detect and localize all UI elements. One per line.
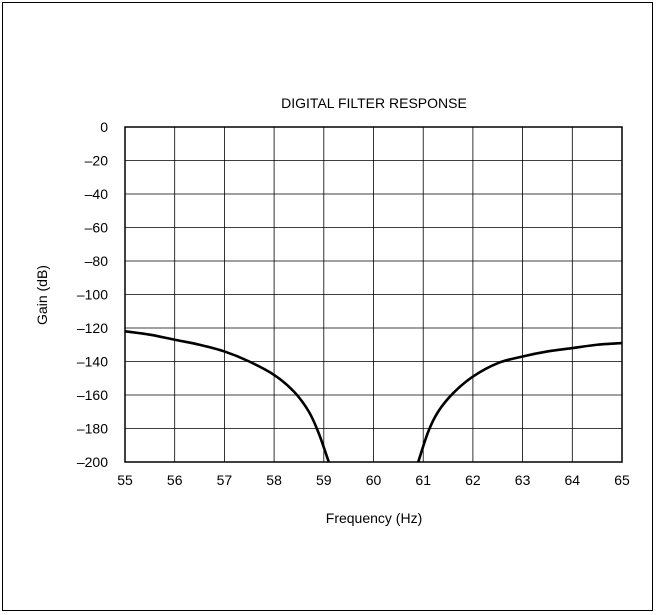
y-tick-label: –40: [85, 186, 109, 202]
y-tick-label: –20: [85, 153, 109, 169]
y-tick-label: –120: [77, 320, 108, 336]
x-tick-label: 60: [366, 472, 382, 488]
y-axis-label: Gain (dB): [34, 265, 50, 325]
y-tick-label: 0: [100, 119, 108, 135]
x-tick-label: 58: [266, 472, 282, 488]
x-tick-label: 64: [565, 472, 581, 488]
x-tick-label: 57: [217, 472, 233, 488]
y-axis-ticks: 0 –20 –40 –60 –80 –100 –120 –140 –160 –180 –200: [77, 119, 108, 470]
y-tick-label: –140: [77, 354, 108, 370]
x-tick-label: 55: [117, 472, 133, 488]
plot-area-border: [124, 126, 623, 463]
x-tick-label: 65: [614, 472, 630, 488]
x-tick-label: 61: [415, 472, 431, 488]
series-layer: [124, 330, 623, 463]
grid: [124, 126, 623, 463]
y-tick-label: –80: [85, 253, 109, 269]
y-tick-label: –200: [77, 454, 108, 470]
x-axis-ticks: 55 56 57 58 59 60 61 62 63 64 65: [117, 472, 630, 488]
y-tick-label: –180: [77, 421, 108, 437]
response-curve-segment-0: [124, 330, 330, 463]
y-tick-label: –60: [85, 220, 109, 236]
chart-title: DIGITAL FILTER RESPONSE: [281, 95, 467, 111]
y-tick-label: –160: [77, 387, 108, 403]
x-tick-label: 63: [515, 472, 531, 488]
x-tick-label: 62: [465, 472, 481, 488]
x-axis-label: Frequency (Hz): [326, 510, 422, 526]
x-tick-label: 56: [167, 472, 183, 488]
response-curve-segment-1: [416, 341, 623, 463]
y-tick-label: –100: [77, 287, 108, 303]
x-tick-label: 59: [316, 472, 332, 488]
